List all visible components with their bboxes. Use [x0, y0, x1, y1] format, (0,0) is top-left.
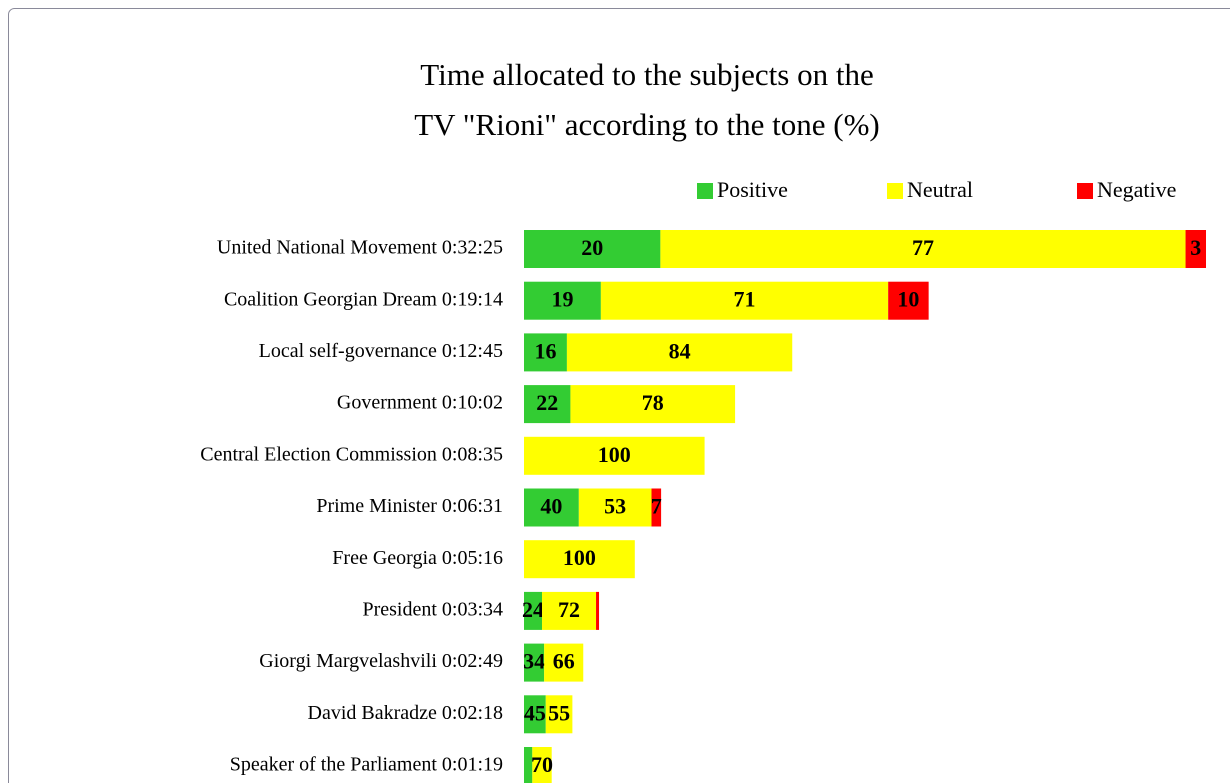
data-label: 3 — [1190, 235, 1201, 260]
bar-segment — [542, 591, 597, 630]
chart-title: TV "Rioni" according to the tone (%) — [414, 107, 880, 142]
data-label: 53 — [604, 494, 626, 519]
y-tick-label: President 0:03:34 — [362, 598, 503, 620]
bar-segment — [545, 695, 573, 734]
data-label: 77 — [912, 235, 934, 260]
bar-segment — [524, 385, 571, 424]
data-label: 55 — [548, 700, 570, 725]
y-tick-label: United National Movement 0:32:25 — [217, 237, 503, 259]
legend-swatch — [1077, 183, 1093, 199]
y-tick-label: Speaker of the Parliament 0:01:19 — [230, 754, 503, 776]
bar-segment — [524, 281, 601, 320]
bar-segment — [570, 385, 736, 424]
data-label: 10 — [897, 287, 919, 312]
data-label: 45 — [524, 700, 546, 725]
bar-segment — [1185, 230, 1206, 268]
data-label: 100 — [563, 545, 596, 570]
bar-segment — [524, 436, 705, 475]
data-label: 40 — [540, 494, 562, 519]
bar-segment — [532, 747, 552, 783]
bar-segment — [524, 540, 635, 579]
bar-segment — [578, 488, 652, 527]
legend-label: Neutral — [907, 177, 973, 202]
bar-segment — [524, 488, 579, 527]
chart-title: Time allocated to the subjects on the — [420, 57, 873, 92]
data-label: 72 — [558, 597, 580, 622]
data-label: 66 — [553, 649, 575, 674]
legend-swatch — [887, 183, 903, 199]
y-tick-label: Free Georgia 0:05:16 — [332, 547, 503, 569]
data-label: 71 — [734, 287, 756, 312]
bar-segment — [524, 695, 546, 734]
bar-segment — [660, 230, 1186, 268]
bar-segment — [600, 281, 889, 320]
legend-label: Negative — [1097, 177, 1176, 202]
legend-label: Positive — [717, 177, 788, 202]
bar-segment — [524, 230, 661, 268]
y-tick-label: David Bakradze 0:02:18 — [308, 702, 504, 724]
data-label: 84 — [669, 338, 691, 363]
bar-segment — [596, 591, 600, 630]
bar-segment — [888, 281, 929, 320]
data-label: 34 — [523, 649, 545, 674]
bar-segment — [544, 643, 584, 682]
y-tick-label: Central Election Commission 0:08:35 — [200, 443, 503, 465]
data-label: 70 — [531, 752, 553, 777]
y-tick-label: Prime Minister 0:06:31 — [316, 495, 503, 517]
bar-segment — [524, 643, 545, 682]
data-label: 100 — [598, 442, 631, 467]
y-tick-label: Coalition Georgian Dream 0:19:14 — [224, 288, 503, 310]
data-label: 78 — [642, 390, 664, 415]
data-label: 20 — [581, 235, 603, 260]
bar-segment — [524, 747, 533, 783]
y-tick-label: Government 0:10:02 — [337, 392, 503, 414]
bar-segment — [524, 333, 567, 372]
y-tick-label: Local self-governance 0:12:45 — [259, 340, 503, 362]
data-label: 16 — [534, 338, 556, 363]
y-tick-label: Giorgi Margvelashvili 0:02:49 — [259, 650, 503, 672]
legend-swatch — [697, 183, 713, 199]
bar-segment — [524, 591, 543, 630]
data-label: 7 — [651, 494, 662, 519]
data-label: 24 — [522, 597, 544, 622]
data-label: 22 — [536, 390, 558, 415]
bar-segment — [651, 488, 662, 527]
data-label: 19 — [551, 287, 573, 312]
bar-segment — [566, 333, 793, 372]
